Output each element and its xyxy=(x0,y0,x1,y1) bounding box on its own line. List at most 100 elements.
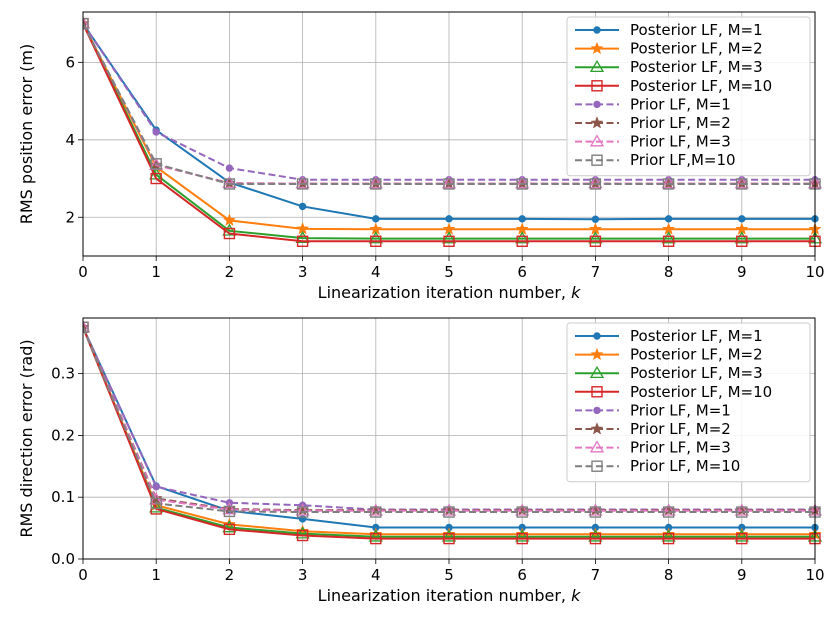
series-line-4 xyxy=(83,23,815,243)
y-tick-label: 0.1 xyxy=(51,488,75,506)
legend-marker xyxy=(589,59,605,73)
y-tick-label: 2 xyxy=(65,208,75,226)
x-tick-label: 2 xyxy=(225,566,235,584)
data-point xyxy=(150,158,162,170)
data-point xyxy=(736,178,748,190)
data-point xyxy=(225,164,234,172)
data-point xyxy=(734,503,749,516)
x-tick-label: 1 xyxy=(151,566,161,584)
legend-marker xyxy=(589,365,605,379)
data-point xyxy=(222,502,237,515)
legend-marker xyxy=(589,134,605,147)
data-point xyxy=(295,176,310,189)
legend-label: Posterior LF, M=10 xyxy=(630,383,772,401)
data-point xyxy=(223,523,236,536)
y-tick-label: 4 xyxy=(65,131,75,149)
legend-label: Posterior LF, M=10 xyxy=(630,77,772,95)
legend-label: Prior LF, M=2 xyxy=(630,420,731,438)
data-point xyxy=(368,529,383,542)
legend-marker xyxy=(593,332,601,340)
series-line-5 xyxy=(83,326,815,511)
series-line-3 xyxy=(83,23,815,240)
data-point xyxy=(588,503,603,516)
data-point xyxy=(83,319,91,333)
data-point xyxy=(736,506,748,518)
legend-label: Prior LF, M=2 xyxy=(630,114,731,132)
legend-marker xyxy=(589,440,605,453)
data-point xyxy=(516,506,528,518)
data-point xyxy=(441,503,457,516)
x-tick-label: 3 xyxy=(298,263,308,281)
series-line-8 xyxy=(83,326,815,514)
legend-label: Prior LF, M=3 xyxy=(630,133,731,151)
legend-label: Posterior LF, M=1 xyxy=(630,21,763,39)
x-tick-label: 8 xyxy=(664,263,674,281)
data-point xyxy=(296,506,309,518)
chart-panel-2: 0 1 2 3 4 5 6 7 8 9 10 0.0 0.1 0.2 0.3 Linearization it… xyxy=(17,317,825,605)
data-point xyxy=(445,215,453,223)
data-point xyxy=(370,235,382,247)
data-point xyxy=(83,16,91,29)
data-point xyxy=(589,235,602,247)
legend-marker xyxy=(593,100,601,109)
y-axis-label: RMS position error (m) xyxy=(17,44,36,225)
x-tick-label: 5 xyxy=(444,263,454,281)
data-point xyxy=(443,506,455,518)
data-point xyxy=(152,128,160,136)
data-point xyxy=(372,215,380,223)
data-point xyxy=(734,231,749,244)
legend-label: Prior LF, M=10 xyxy=(630,457,740,475)
data-point xyxy=(295,503,310,516)
data-point xyxy=(149,500,164,513)
series-line-8 xyxy=(83,23,815,185)
y-tick-label: 0.2 xyxy=(51,426,75,444)
legend-label: Posterior LF, M=3 xyxy=(630,58,763,76)
data-point xyxy=(515,176,530,189)
legend-marker xyxy=(591,154,603,166)
x-tick-label: 6 xyxy=(517,566,527,584)
data-point xyxy=(661,529,676,542)
data-point xyxy=(589,532,602,545)
legend-marker xyxy=(593,406,601,415)
data-point xyxy=(591,215,600,223)
data-point xyxy=(296,178,309,190)
data-point xyxy=(516,532,528,545)
x-tick-label: 6 xyxy=(517,263,527,281)
legend-label: Posterior LF, M=2 xyxy=(630,40,763,58)
data-point xyxy=(515,503,530,516)
data-point xyxy=(588,231,603,244)
data-point xyxy=(370,178,382,190)
data-point xyxy=(443,178,455,190)
data-point xyxy=(588,529,603,542)
data-point xyxy=(589,178,602,190)
data-point xyxy=(441,176,457,189)
legend-marker xyxy=(590,347,604,361)
data-point xyxy=(515,529,530,542)
data-point xyxy=(83,17,89,30)
data-point xyxy=(83,321,89,333)
series-line-3 xyxy=(83,326,815,538)
legend-marker xyxy=(591,460,603,472)
x-tick-label: 0 xyxy=(78,566,88,584)
x-tick-label: 4 xyxy=(371,566,381,584)
data-point xyxy=(664,215,673,223)
data-point xyxy=(662,506,675,518)
data-point xyxy=(661,176,676,189)
data-point xyxy=(295,526,310,539)
series-layer xyxy=(83,16,823,247)
legend-label: Prior LF, M=1 xyxy=(630,401,731,419)
data-point xyxy=(222,520,237,533)
legend-label: Prior LF,M=10 xyxy=(630,151,736,169)
data-point xyxy=(518,215,526,223)
data-point xyxy=(222,213,236,226)
x-tick-label: 8 xyxy=(664,566,674,584)
data-point xyxy=(661,503,676,516)
x-tick-label: 0 xyxy=(78,263,88,281)
data-point xyxy=(443,532,455,545)
x-tick-label: 9 xyxy=(737,566,747,584)
data-point xyxy=(223,227,236,240)
data-point xyxy=(441,231,457,244)
data-point xyxy=(222,175,237,189)
